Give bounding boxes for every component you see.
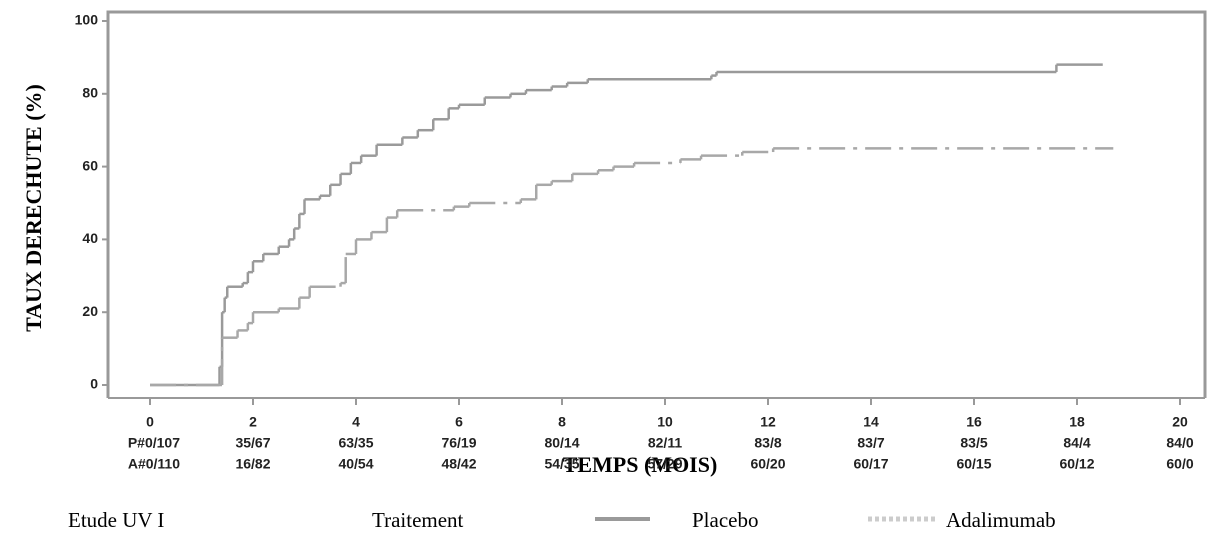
y-axis-label: TAUX DERECHUTE (%) bbox=[21, 84, 46, 332]
frame bbox=[106, 10, 1207, 398]
x-tick-label: 14 bbox=[863, 414, 879, 430]
risk-count: 60/0 bbox=[1166, 456, 1193, 472]
x-tick-label: 2 bbox=[249, 414, 257, 430]
x-tick-label: 8 bbox=[558, 414, 566, 430]
x-tick-label: 0 bbox=[146, 414, 154, 430]
risk-count: 84/0 bbox=[1166, 435, 1193, 451]
risk-count: 83/5 bbox=[960, 435, 987, 451]
risk-count: A#0/110 bbox=[128, 456, 180, 472]
risk-count: 76/19 bbox=[441, 435, 476, 451]
legend-label: Adalimumab bbox=[946, 508, 1056, 532]
legend-title: Traitement bbox=[372, 508, 464, 532]
risk-count: 84/4 bbox=[1063, 435, 1090, 451]
x-tick-label: 10 bbox=[657, 414, 673, 430]
risk-count: 48/42 bbox=[441, 456, 476, 472]
x-tick-label: 4 bbox=[352, 414, 360, 430]
risk-count: 40/54 bbox=[338, 456, 373, 472]
risk-count: 57/29 bbox=[647, 456, 682, 472]
risk-count: 60/20 bbox=[750, 456, 785, 472]
risk-count: 63/35 bbox=[338, 435, 373, 451]
x-tick-label: 12 bbox=[760, 414, 776, 430]
y-tick-label: 80 bbox=[82, 85, 98, 101]
risk-count: 54/35 bbox=[544, 456, 579, 472]
legend-label: Placebo bbox=[692, 508, 758, 532]
risk-count: 60/15 bbox=[956, 456, 991, 472]
x-tick-label: 6 bbox=[455, 414, 463, 430]
x-tick-label: 16 bbox=[966, 414, 982, 430]
x-tick-label: 18 bbox=[1069, 414, 1085, 430]
y-tick-label: 40 bbox=[82, 230, 98, 246]
x-tick-label: 20 bbox=[1172, 414, 1188, 430]
risk-count: 80/14 bbox=[544, 435, 579, 451]
x-axis-label: TEMPS (MOIS) bbox=[563, 452, 718, 477]
risk-count: 83/7 bbox=[857, 435, 884, 451]
risk-count: 60/12 bbox=[1059, 456, 1094, 472]
y-tick-label: 20 bbox=[82, 303, 98, 319]
y-tick-label: 60 bbox=[82, 157, 98, 173]
risk-count: 83/8 bbox=[754, 435, 781, 451]
y-tick-label: 100 bbox=[75, 12, 99, 28]
risk-count: 16/82 bbox=[235, 456, 270, 472]
legend-study: Etude UV I bbox=[68, 508, 164, 532]
risk-count: 82/11 bbox=[648, 435, 682, 451]
risk-count: P#0/107 bbox=[128, 435, 180, 451]
risk-count: 60/17 bbox=[853, 456, 888, 472]
risk-count: 35/67 bbox=[235, 435, 270, 451]
y-tick-label: 0 bbox=[90, 376, 98, 392]
